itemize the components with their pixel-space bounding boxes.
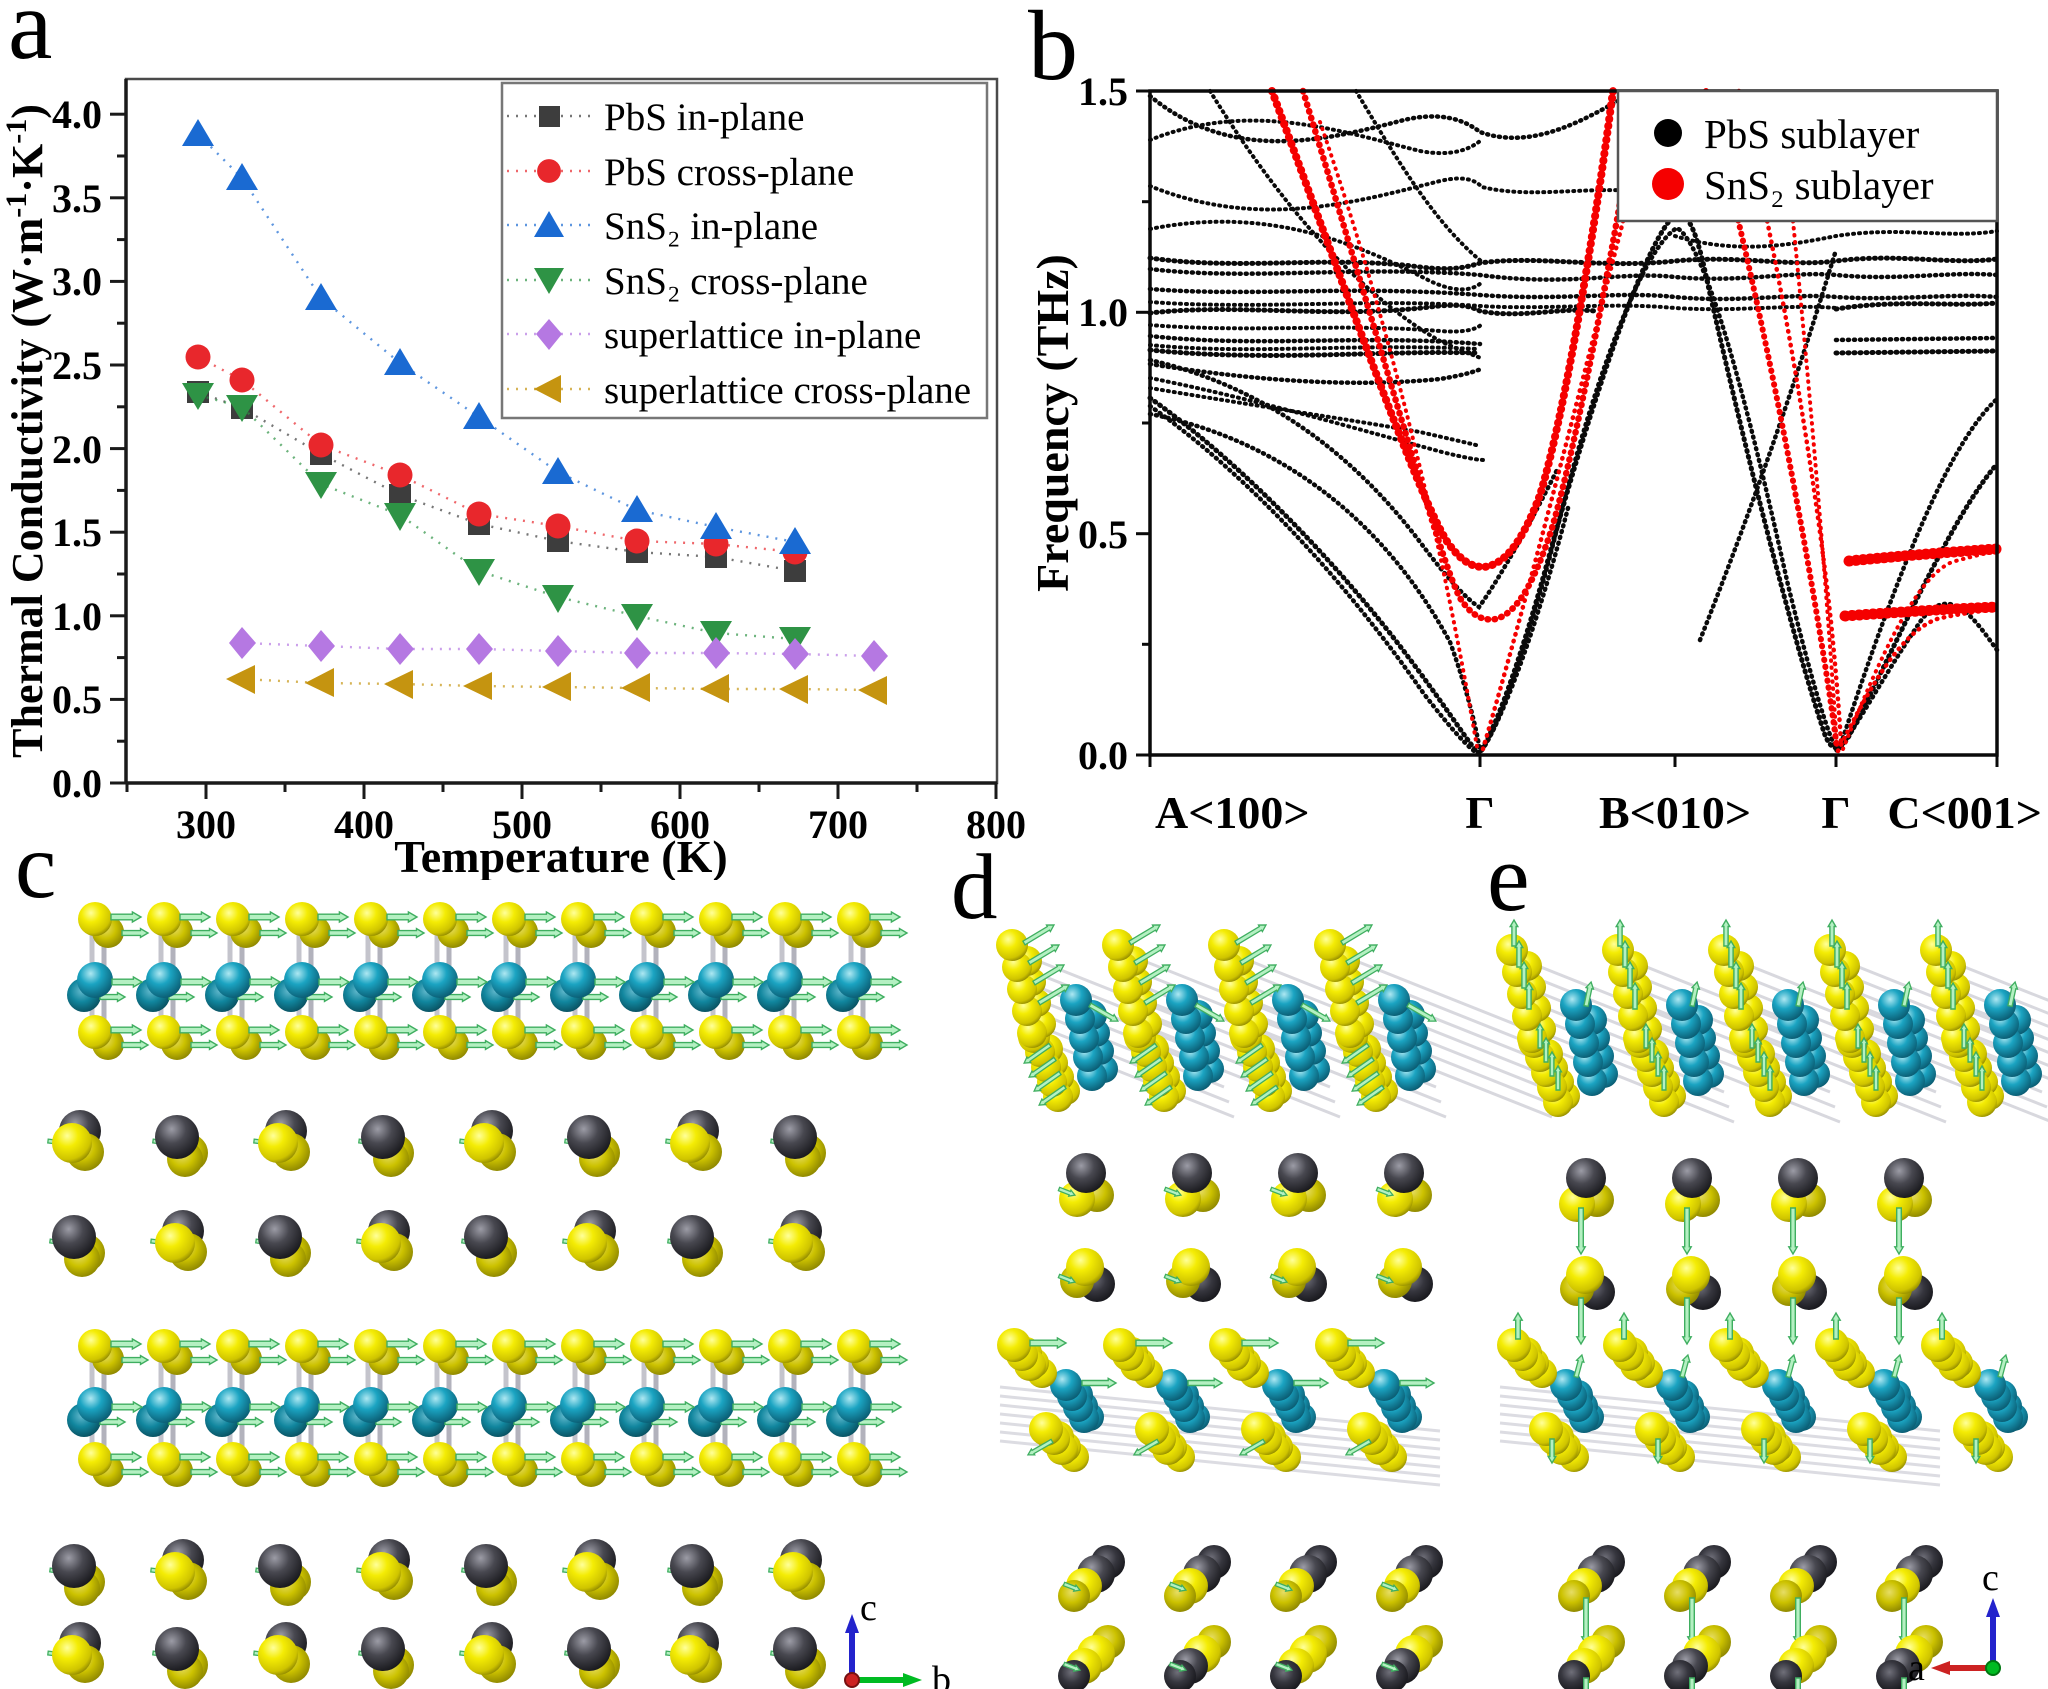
svg-text:SnS₂ in-plane: SnS₂ in-plane (604, 205, 818, 248)
svg-text:superlattice in-plane: superlattice in-plane (604, 314, 921, 357)
svg-text:1.0: 1.0 (52, 594, 102, 639)
svg-text:PbS in-plane: PbS in-plane (604, 96, 804, 139)
svg-text:3.0: 3.0 (52, 259, 102, 304)
svg-text:a: a (1908, 1647, 1925, 1689)
svg-text:1.0: 1.0 (1078, 290, 1128, 335)
svg-text:C<001>: C<001> (1887, 787, 2042, 838)
svg-text:superlattice cross-plane: superlattice cross-plane (604, 369, 971, 412)
svg-text:0.0: 0.0 (52, 761, 102, 806)
svg-text:PbS cross-plane: PbS cross-plane (604, 151, 854, 194)
svg-text:300: 300 (176, 802, 236, 847)
svg-text:1.5: 1.5 (52, 510, 102, 555)
svg-text:500: 500 (492, 802, 552, 847)
svg-text:800: 800 (966, 802, 1026, 847)
svg-text:2.0: 2.0 (52, 427, 102, 472)
svg-text:b: b (932, 1659, 951, 1689)
svg-text:0.5: 0.5 (1078, 512, 1128, 557)
svg-text:c: c (860, 1587, 877, 1629)
svg-text:600: 600 (650, 802, 710, 847)
svg-text:0.0: 0.0 (1078, 733, 1128, 778)
svg-text:B<010>: B<010> (1599, 787, 1751, 838)
svg-text:0.5: 0.5 (52, 677, 102, 722)
svg-text:4.0: 4.0 (52, 92, 102, 137)
svg-text:700: 700 (808, 802, 868, 847)
svg-text:PbS sublayer: PbS sublayer (1704, 111, 1920, 157)
svg-text:Frequency (THz): Frequency (THz) (1027, 254, 1078, 592)
svg-text:Γ: Γ (1821, 787, 1850, 838)
svg-text:2.5: 2.5 (52, 343, 102, 388)
svg-text:A<100>: A<100> (1155, 787, 1310, 838)
svg-text:SnS₂ cross-plane: SnS₂ cross-plane (604, 260, 868, 303)
svg-text:c: c (1982, 1557, 1999, 1599)
svg-text:3.5: 3.5 (52, 176, 102, 221)
svg-text:Γ: Γ (1465, 787, 1494, 838)
svg-text:1.5: 1.5 (1078, 69, 1128, 114)
svg-text:Temperature (K): Temperature (K) (394, 831, 727, 880)
svg-text:400: 400 (334, 802, 394, 847)
svg-text:SnS₂ sublayer: SnS₂ sublayer (1704, 162, 1934, 208)
